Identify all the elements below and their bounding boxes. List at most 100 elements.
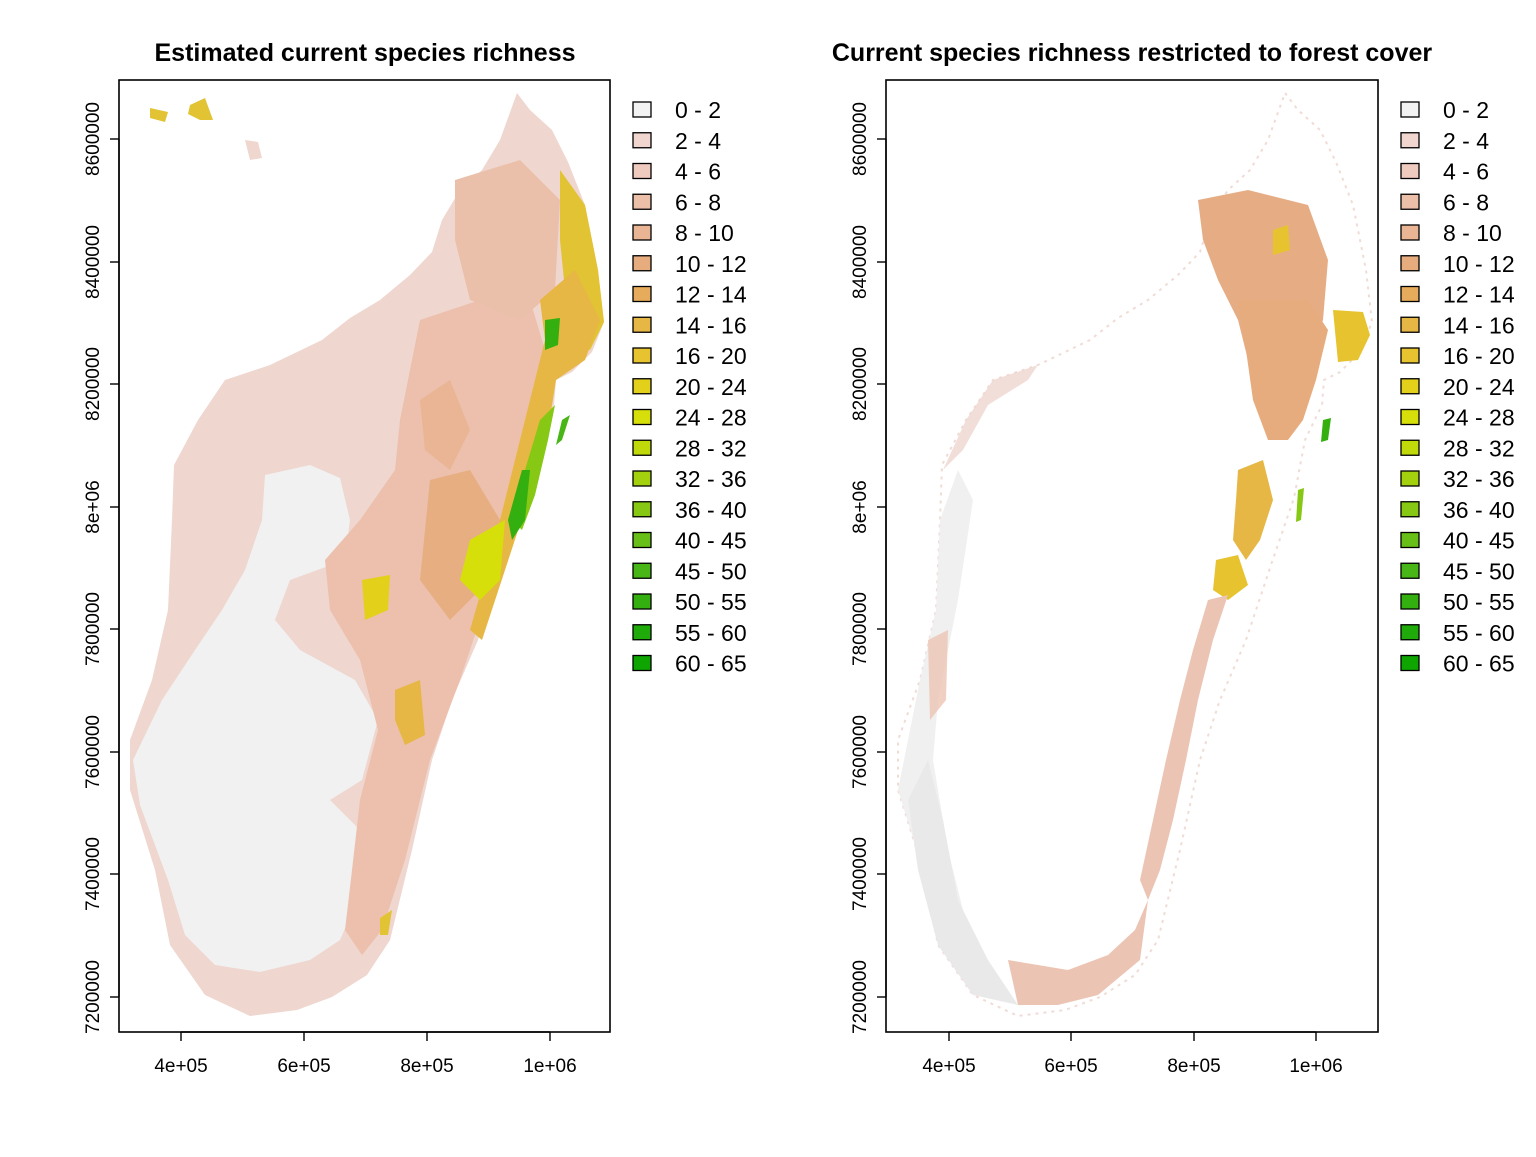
legend-label: 14 - 16: [675, 312, 747, 338]
legend-swatch: [1400, 501, 1420, 518]
legend-swatch: [1400, 132, 1420, 149]
x-tick-label: 8e+05: [1167, 1056, 1220, 1077]
panel-1-y-axis: 7200000 7400000 7600000 7800000 8e+06 8200000…: [83, 102, 120, 1034]
x-tick-label: 4e+05: [922, 1056, 975, 1077]
legend-swatch: [1400, 285, 1420, 303]
x-tick-label: 1e+06: [1289, 1056, 1342, 1077]
legend-label: 4 - 6: [1443, 159, 1489, 185]
legend-label: 36 - 40: [675, 497, 747, 523]
y-tick-label: 8e+06: [83, 480, 104, 533]
raster-layer-2: [897, 92, 1373, 1017]
legend-label: 2 - 4: [675, 128, 721, 154]
legend-label: 8 - 10: [675, 220, 734, 246]
legend-swatch: [632, 624, 652, 641]
legend-label: 20 - 24: [1443, 374, 1515, 400]
panel-1-legend: 0 - 2 2 - 4 4 - 6 6 - 8 8 - 10 10 - 12 12 - 14…: [632, 97, 747, 677]
panel-1-title: Estimated current species richness: [154, 39, 575, 67]
map-panel-2: Current species richness restricted to f…: [832, 39, 1515, 1077]
y-tick-label: 7400000: [83, 837, 104, 911]
panel-1-x-axis: 4e+05 6e+05 8e+05 1e+06: [154, 1031, 577, 1077]
legend-swatch: [632, 593, 652, 610]
x-tick-label: 1e+06: [523, 1056, 576, 1077]
legend-label: 2 - 4: [1443, 128, 1489, 154]
legend-label: 8 - 10: [1443, 220, 1502, 246]
legend-swatch: [1400, 316, 1420, 333]
legend-swatch: [632, 193, 652, 210]
y-tick-label: 7600000: [83, 715, 104, 789]
legend-label: 16 - 20: [675, 343, 747, 369]
legend-swatch: [1400, 378, 1420, 395]
legend-label: 55 - 60: [1443, 620, 1515, 646]
legend-swatch: [632, 255, 652, 272]
legend-label: 60 - 65: [675, 651, 747, 677]
legend-swatch: [1400, 193, 1420, 210]
raster-layer-1: [130, 93, 604, 1016]
legend-swatch: [632, 531, 652, 549]
legend-swatch: [1400, 162, 1420, 180]
legend-label: 12 - 14: [675, 282, 747, 308]
y-tick-label: 8200000: [850, 347, 871, 421]
legend-swatch: [1400, 470, 1420, 487]
legend-label: 24 - 28: [675, 405, 747, 431]
legend-label: 50 - 55: [675, 589, 747, 615]
legend-swatch: [1400, 224, 1420, 241]
legend-label: 0 - 2: [1443, 97, 1489, 123]
legend-swatch: [632, 562, 652, 579]
panel-2-title: Current species richness restricted to f…: [832, 39, 1433, 67]
legend-swatch: [1400, 531, 1420, 549]
legend-swatch: [632, 285, 652, 303]
y-tick-label: 7800000: [83, 592, 104, 666]
legend-label: 36 - 40: [1443, 497, 1515, 523]
legend-label: 32 - 36: [1443, 466, 1515, 492]
legend-label: 12 - 14: [1443, 282, 1515, 308]
legend-label: 55 - 60: [675, 620, 747, 646]
legend-label: 0 - 2: [675, 97, 721, 123]
legend-swatch: [1400, 255, 1420, 272]
y-tick-label: 8e+06: [850, 480, 871, 533]
legend-label: 40 - 45: [675, 528, 747, 554]
y-tick-label: 8600000: [850, 102, 871, 176]
legend-label: 32 - 36: [675, 466, 747, 492]
legend-swatch: [632, 501, 652, 518]
legend-label: 6 - 8: [675, 189, 721, 215]
legend-label: 16 - 20: [1443, 343, 1515, 369]
legend-swatch: [1400, 654, 1420, 672]
x-tick-label: 4e+05: [154, 1056, 207, 1077]
legend-swatch: [632, 408, 652, 426]
panel-2-y-axis: 7200000 7400000 7600000 7800000 8e+06 8200000…: [850, 102, 887, 1034]
legend-label: 4 - 6: [675, 159, 721, 185]
legend-swatch: [632, 224, 652, 241]
legend-swatch: [1400, 593, 1420, 610]
x-tick-label: 6e+05: [1044, 1056, 1097, 1077]
legend-label: 10 - 12: [1443, 251, 1515, 277]
legend-swatch: [632, 654, 652, 672]
y-tick-label: 8200000: [83, 347, 104, 421]
legend-label: 24 - 28: [1443, 405, 1515, 431]
y-tick-label: 8600000: [83, 102, 104, 176]
legend-swatch: [1400, 439, 1420, 456]
y-tick-label: 7600000: [850, 715, 871, 789]
legend-swatch: [632, 470, 652, 487]
panel-2-legend: 0 - 2 2 - 4 4 - 6 6 - 8 8 - 10 10 - 12 12 - 14…: [1400, 97, 1515, 677]
legend-swatch: [632, 439, 652, 456]
y-tick-label: 7200000: [850, 960, 871, 1034]
y-tick-label: 7800000: [850, 592, 871, 666]
legend-swatch: [632, 162, 652, 180]
legend-swatch: [632, 378, 652, 395]
legend-swatch: [1400, 408, 1420, 426]
legend-label: 14 - 16: [1443, 312, 1515, 338]
legend-swatch: [632, 347, 652, 364]
y-tick-label: 7400000: [850, 837, 871, 911]
legend-swatch: [1400, 101, 1420, 118]
y-tick-label: 7200000: [83, 960, 104, 1034]
legend-swatch: [632, 316, 652, 333]
y-tick-label: 8400000: [850, 225, 871, 299]
legend-label: 45 - 50: [1443, 558, 1515, 584]
legend-label: 28 - 32: [675, 435, 747, 461]
legend-label: 45 - 50: [675, 558, 747, 584]
legend-swatch: [1400, 562, 1420, 579]
legend-label: 20 - 24: [675, 374, 747, 400]
y-tick-label: 8400000: [83, 225, 104, 299]
x-tick-label: 8e+05: [400, 1056, 453, 1077]
